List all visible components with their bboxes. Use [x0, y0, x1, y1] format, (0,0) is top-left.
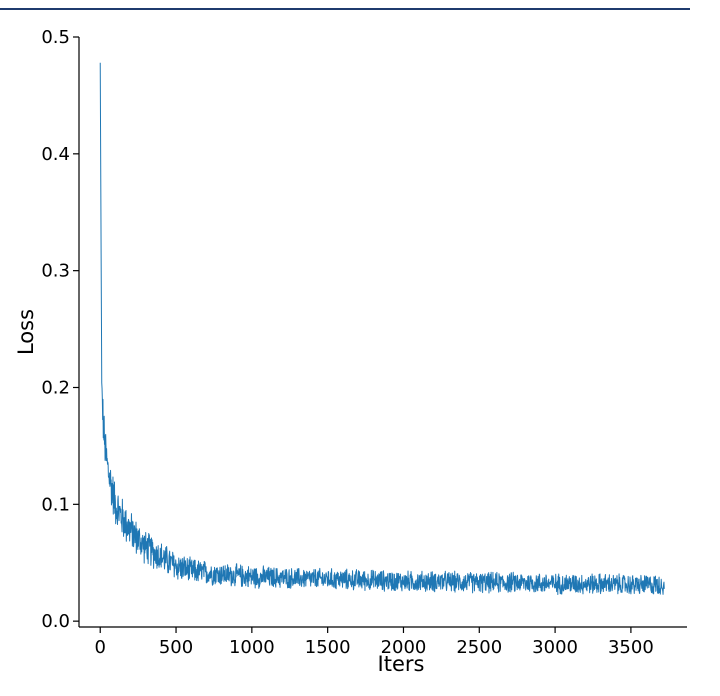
y-axis-label: Loss [14, 309, 38, 355]
y-tick-label: 0.4 [41, 144, 70, 165]
y-tick-label: 0.5 [41, 27, 70, 48]
x-tick-label: 1500 [305, 637, 351, 658]
x-tick-label: 3000 [532, 637, 578, 658]
x-tick-label: 1000 [229, 637, 275, 658]
y-tick-label: 0.1 [41, 494, 70, 515]
x-axis: 0 500 1000 1500 2000 2500 3000 3500 [79, 626, 687, 658]
y-tick-label: 0.2 [41, 377, 70, 398]
x-tick-label: 0 [95, 637, 106, 658]
y-tick-label: 0.0 [41, 611, 70, 632]
series-layer [99, 62, 665, 595]
x-tick-label: 2500 [456, 637, 502, 658]
x-tick-label: 3500 [608, 637, 654, 658]
x-axis-label: Iters [378, 652, 425, 676]
y-tick-label: 0.3 [41, 261, 70, 282]
top-border-rule [0, 8, 690, 10]
x-tick-label: 500 [159, 637, 193, 658]
y-axis: 0.0 0.1 0.2 0.3 0.4 0.5 [41, 27, 80, 632]
x-tick-label: 2000 [381, 637, 427, 658]
loss-series-line [99, 62, 665, 595]
